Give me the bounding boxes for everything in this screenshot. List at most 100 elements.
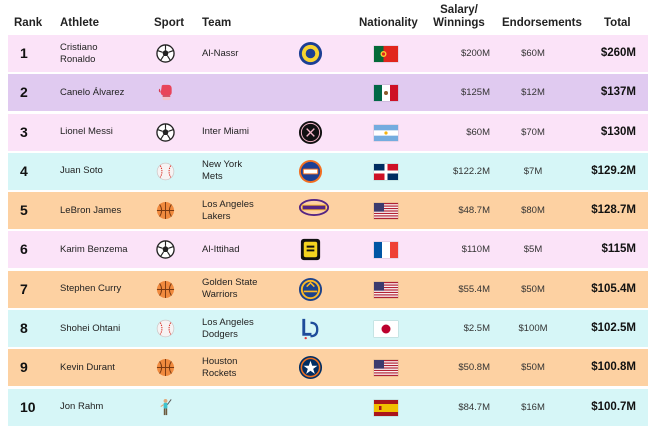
team-name: Al-Nassr: [202, 48, 280, 60]
table-row[interactable]: 7 Stephen Curry Golden State Warriors $55.4M…: [8, 270, 648, 308]
team-name-line1: Al-Ittihad: [202, 243, 240, 255]
dominican-republic-flag: [374, 163, 398, 180]
header-total: Total: [604, 17, 631, 29]
header-salary-line2: Winnings: [433, 17, 485, 29]
athlete-name-line1: Juan Soto: [60, 165, 103, 177]
japan-flag: [374, 321, 398, 338]
table-row[interactable]: 4 Juan Soto New York Mets $122.2M $7M $129.2M: [8, 152, 648, 190]
rank: 7: [20, 280, 28, 297]
team-name-line1: Los Angeles: [202, 316, 254, 328]
endorsements-value: $12M: [521, 87, 545, 99]
basketball-icon: [156, 201, 175, 220]
athlete-name-line1: Canelo Álvarez: [60, 86, 125, 98]
athlete-name: Shohei Ohtani: [60, 323, 150, 335]
team-name: Houston Rockets: [202, 356, 280, 380]
athlete-name-line1: Karim Benzema: [60, 243, 128, 255]
table-row[interactable]: 10 Jon Rahm $84.7M $16M $100.7M: [8, 388, 648, 426]
table-row[interactable]: 8 Shohei Ohtani Los Angeles Dodgers $2.5M $10…: [8, 310, 648, 348]
table-header: Rank Athlete Sport Team Nationality Sala…: [0, 0, 658, 35]
spain-flag: [374, 399, 398, 416]
athlete-name: Karim Benzema: [60, 244, 150, 256]
table-row[interactable]: 1 Cristiano Ronaldo Al-Nassr $200M $60M $260M: [8, 35, 648, 72]
athlete-name: LeBron James: [60, 205, 150, 217]
rank: 5: [20, 202, 28, 219]
total-value: $100.7M: [591, 400, 636, 413]
rank: 4: [20, 162, 28, 179]
athlete-name-line2: Ronaldo: [60, 53, 96, 65]
team-name: New York Mets: [202, 159, 280, 183]
table-row[interactable]: 5 LeBron James Los Angeles Lakers $48.7M $80M…: [8, 192, 648, 230]
athlete-name-line1: Lionel Messi: [60, 126, 113, 138]
team-name-line1: Los Angeles: [202, 198, 254, 210]
table-row[interactable]: 3 Lionel Messi Inter Miami $60M $70M $130M: [8, 113, 648, 151]
header-rank: Rank: [14, 17, 43, 29]
salary-value: $60M: [466, 126, 490, 138]
team-name-line1: Inter Miami: [202, 126, 249, 138]
salary-value: $48.7M: [458, 205, 490, 217]
salary-value: $125M: [460, 87, 490, 99]
salary-value: $55.4M: [458, 283, 490, 295]
astros-logo: [298, 355, 323, 380]
endorsements-value: $60M: [521, 48, 545, 59]
team-name-line1: New York: [202, 159, 243, 171]
athlete-name-line1: Kevin Durant: [60, 361, 115, 373]
header-team: Team: [202, 17, 232, 29]
mets-logo: [298, 159, 323, 184]
team-name: Los Angeles Lakers: [202, 199, 280, 223]
table-row[interactable]: 9 Kevin Durant Houston Rockets $50.8M $50M $10…: [8, 349, 648, 387]
salary-value: $84.7M: [458, 401, 490, 413]
header-sport: Sport: [154, 17, 185, 29]
rank: 3: [20, 123, 28, 140]
al-nassr-logo: [298, 41, 323, 66]
salary-value: $200M: [460, 48, 490, 59]
basketball-icon: [156, 358, 175, 377]
header-salary: Salary/Winnings: [430, 4, 488, 30]
endorsements-value: $7M: [523, 165, 543, 177]
salary-value: $110M: [461, 244, 490, 256]
soccer-ball-icon: [156, 240, 175, 260]
header-athlete: Athlete: [60, 17, 99, 29]
table-body: 1 Cristiano Ronaldo Al-Nassr $200M $60M $260M 2…: [8, 35, 648, 428]
header-endorsements: Endorsements: [502, 17, 582, 29]
header-nationality: Nationality: [359, 17, 418, 29]
total-value: $260M: [600, 47, 636, 59]
salary-value: $2.5M: [463, 323, 490, 335]
mexico-flag: [374, 85, 398, 102]
team-name-line2: Warriors: [202, 289, 238, 301]
salary-value: $50.8M: [458, 362, 490, 374]
athlete-name-line1: Shohei Ohtani: [60, 322, 121, 334]
baseball-icon: [156, 162, 175, 181]
rank: 6: [20, 241, 28, 258]
table-row[interactable]: 2 Canelo Álvarez $125M $12M $137M: [8, 74, 648, 112]
endorsements-value: $100M: [518, 323, 548, 335]
dodgers-logo: [298, 316, 323, 341]
header-salary-line1: Salary/: [440, 4, 478, 16]
warriors-logo: [298, 277, 323, 302]
rank: 2: [20, 84, 28, 101]
usa-flag: [374, 360, 398, 377]
endorsements-value: $16M: [521, 401, 545, 413]
team-name-line2: Mets: [202, 171, 223, 183]
total-value: $128.7M: [591, 204, 636, 217]
portugal-flag: [374, 46, 398, 62]
total-value: $137M: [600, 86, 636, 99]
table-row[interactable]: 6 Karim Benzema Al-Ittihad $110M $5M $115M: [8, 231, 648, 269]
golfer-icon: [156, 398, 175, 417]
athlete-name: Lionel Messi: [60, 126, 150, 138]
team-name-line2: Rockets: [202, 367, 237, 379]
athlete-name: Stephen Curry: [60, 283, 150, 295]
team-name-line1: Al-Nassr: [202, 47, 239, 59]
lakers-logo: [298, 198, 330, 223]
endorsements-value: $80M: [521, 205, 545, 217]
team-name: Golden State Warriors: [202, 277, 280, 301]
athlete-name: Juan Soto: [60, 165, 150, 177]
endorsements-value: $5M: [523, 244, 543, 256]
rank: 10: [20, 398, 36, 415]
endorsements-value: $70M: [521, 126, 545, 138]
team-name-line1: Golden State: [202, 277, 258, 289]
salary-value: $122.2M: [453, 165, 490, 177]
al-ittihad-logo: [298, 237, 323, 262]
total-value: $130M: [600, 125, 636, 138]
team-name: Los Angeles Dodgers: [202, 317, 280, 341]
